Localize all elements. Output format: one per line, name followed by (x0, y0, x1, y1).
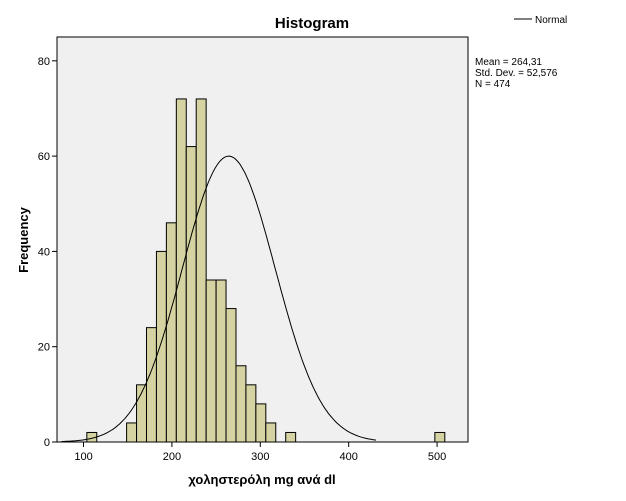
histogram-bar (215, 279, 227, 443)
x-tick-label: 100 (74, 451, 92, 463)
histogram-bar (145, 327, 157, 443)
histogram-bar (285, 431, 297, 443)
histogram-bar (205, 279, 217, 443)
histogram-bar (195, 98, 207, 443)
y-axis: 0 20 40 60 80 (38, 56, 57, 449)
statistics-box: Mean = 264,31 Std. Dev. = 52,576 N = 474 (475, 57, 557, 90)
x-tick-label: 200 (163, 451, 181, 463)
x-axis-label: χοληστερόλη mg ανά dl (188, 472, 335, 487)
y-tick-label: 80 (38, 56, 50, 68)
histogram-bar (185, 146, 197, 443)
normal-curve (61, 155, 377, 443)
histogram-bar (165, 222, 177, 443)
x-tick-label: 500 (428, 451, 446, 463)
y-tick-label: 20 (38, 342, 50, 354)
y-tick-label: 60 (38, 151, 50, 163)
plot-area (56, 36, 469, 443)
histogram-bar (255, 403, 267, 443)
histogram-bar (265, 422, 277, 443)
stat-std-dev: Std. Dev. = 52,576 (475, 68, 558, 79)
histogram-bar (235, 365, 247, 443)
stat-mean: Mean = 264,31 (475, 57, 542, 68)
histogram-bar (245, 384, 257, 443)
histogram-bar (225, 308, 237, 443)
histogram-bar (126, 422, 138, 443)
y-tick-label: 0 (44, 437, 50, 449)
chart-title: Histogram (275, 15, 349, 32)
legend-label-normal: Normal (535, 15, 567, 26)
x-tick-label: 300 (251, 451, 269, 463)
y-axis-label: Frequency (16, 206, 31, 273)
histogram-bar (434, 431, 446, 443)
x-tick-label: 400 (339, 451, 357, 463)
y-tick-label: 40 (38, 246, 50, 258)
stat-n: N = 474 (475, 79, 511, 90)
histogram-bar (155, 250, 167, 443)
x-axis: 100 200 300 400 500 (74, 442, 446, 463)
legend: Normal (514, 15, 567, 26)
